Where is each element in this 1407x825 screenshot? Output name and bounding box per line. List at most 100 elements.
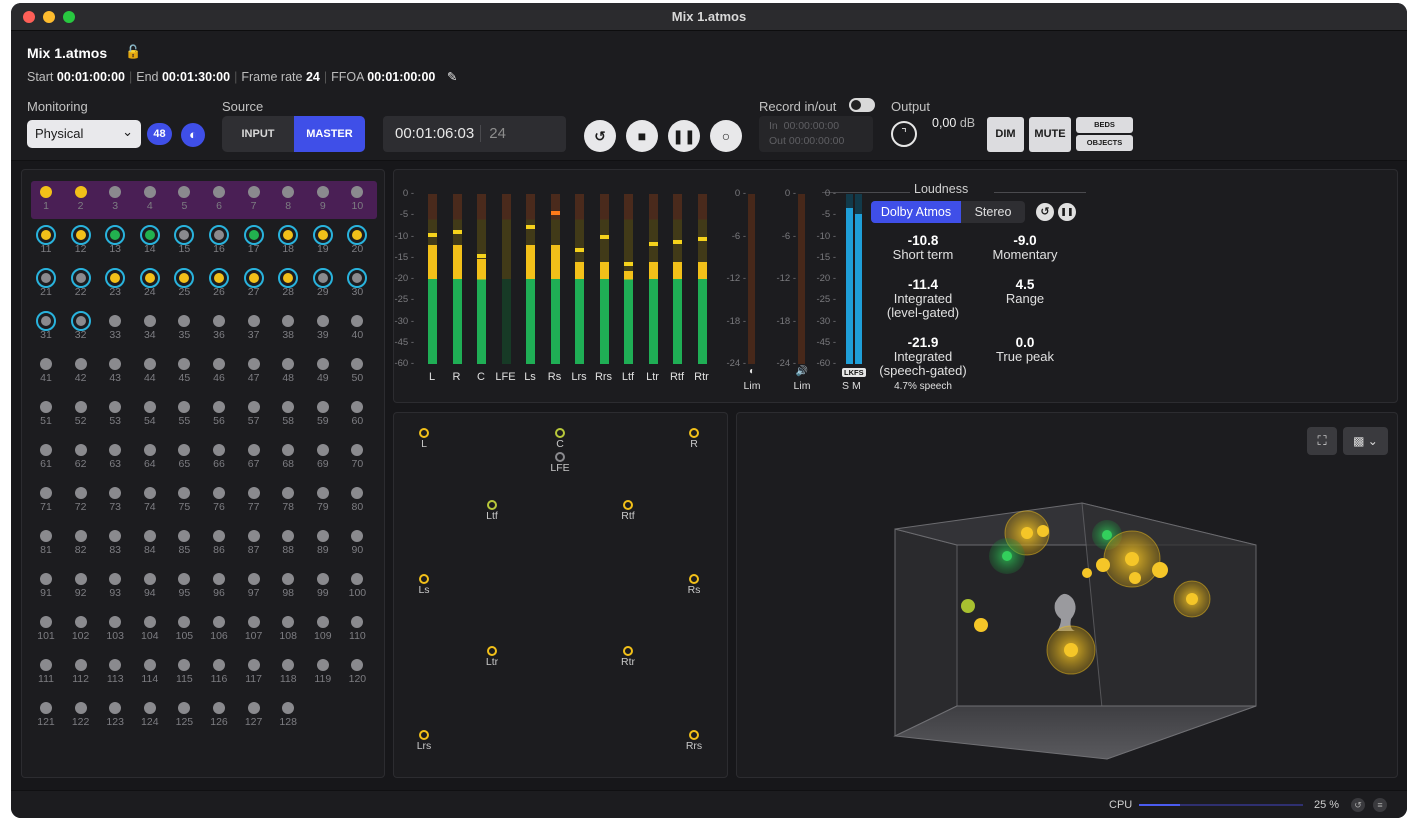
speaker-ltf[interactable]	[487, 500, 497, 510]
speaker-c[interactable]	[555, 428, 565, 438]
input-channel-23[interactable]	[105, 268, 126, 288]
input-channel-11[interactable]	[36, 225, 56, 245]
input-channel-79[interactable]	[316, 487, 329, 499]
pencil-icon[interactable]: ✎	[446, 70, 458, 84]
input-channel-94[interactable]	[143, 573, 156, 585]
pause-loudness-icon[interactable]: ❚❚	[1058, 203, 1076, 221]
input-channel-115[interactable]	[178, 659, 191, 671]
speaker-rtr[interactable]	[623, 646, 633, 656]
input-channel-106[interactable]	[213, 616, 225, 628]
input-channel-35[interactable]	[178, 315, 191, 327]
input-channel-60[interactable]	[351, 401, 364, 413]
speaker-l[interactable]	[419, 428, 429, 438]
input-channel-90[interactable]	[351, 530, 364, 542]
input-channel-43[interactable]	[109, 358, 122, 370]
input-channel-15[interactable]	[174, 225, 195, 245]
input-channel-105[interactable]	[178, 616, 191, 628]
input-channel-85[interactable]	[178, 530, 191, 542]
speaker-lrs[interactable]	[419, 730, 429, 740]
input-channel-63[interactable]	[109, 444, 122, 456]
speaker-ltr[interactable]	[487, 646, 497, 656]
input-channel-9[interactable]	[316, 186, 329, 198]
record-button[interactable]: ○	[710, 120, 742, 152]
input-channel-91[interactable]	[40, 573, 52, 585]
list-icon[interactable]: ≡	[1373, 798, 1387, 812]
input-channel-32[interactable]	[70, 311, 91, 331]
input-channel-58[interactable]	[282, 401, 295, 413]
input-channel-38[interactable]	[282, 315, 295, 327]
room-3d-scene[interactable]	[737, 413, 1399, 779]
close-window-button[interactable]	[23, 11, 35, 23]
input-channel-42[interactable]	[74, 358, 87, 370]
input-channel-36[interactable]	[213, 315, 225, 327]
input-channel-123[interactable]	[109, 702, 122, 714]
input-channel-12[interactable]	[70, 225, 91, 245]
input-channel-40[interactable]	[351, 315, 364, 327]
speaker-rs[interactable]	[689, 574, 699, 584]
input-channel-64[interactable]	[143, 444, 156, 456]
input-channel-19[interactable]	[312, 225, 333, 245]
input-channel-98[interactable]	[282, 573, 295, 585]
input-channel-74[interactable]	[143, 487, 156, 499]
input-channel-16[interactable]	[209, 225, 229, 245]
input-channel-59[interactable]	[316, 401, 329, 413]
input-channel-126[interactable]	[213, 702, 225, 714]
input-channel-82[interactable]	[74, 530, 87, 542]
input-channel-114[interactable]	[143, 659, 156, 671]
input-channel-84[interactable]	[143, 530, 156, 542]
input-channel-37[interactable]	[247, 315, 260, 327]
source-master-button[interactable]: MASTER	[294, 116, 365, 152]
input-channel-46[interactable]	[213, 358, 225, 370]
input-channel-120[interactable]	[351, 659, 364, 671]
input-channel-8[interactable]	[282, 186, 295, 198]
input-channel-66[interactable]	[213, 444, 225, 456]
input-channel-76[interactable]	[213, 487, 225, 499]
input-channel-116[interactable]	[213, 659, 225, 671]
input-channel-122[interactable]	[74, 702, 87, 714]
input-channel-39[interactable]	[316, 315, 329, 327]
timecode-display[interactable]: 00:01:06:03 24	[383, 116, 566, 152]
input-channel-117[interactable]	[247, 659, 260, 671]
input-channel-7[interactable]	[247, 186, 260, 198]
input-channel-102[interactable]	[74, 616, 87, 628]
stereo-mode-button[interactable]: Stereo	[974, 205, 1012, 219]
input-channel-100[interactable]	[351, 573, 364, 585]
input-channel-62[interactable]	[74, 444, 87, 456]
input-channel-50[interactable]	[351, 358, 364, 370]
input-channel-86[interactable]	[213, 530, 225, 542]
input-channel-22[interactable]	[70, 268, 91, 288]
link-icon[interactable]: ◐	[181, 123, 205, 147]
input-channel-18[interactable]	[278, 225, 299, 245]
speaker-rtf[interactable]	[623, 500, 633, 510]
input-channel-47[interactable]	[247, 358, 260, 370]
input-channel-71[interactable]	[40, 487, 52, 499]
history-icon[interactable]: ↺	[584, 120, 616, 152]
input-channel-2[interactable]	[74, 186, 87, 198]
input-channel-10[interactable]	[351, 186, 364, 198]
input-channel-125[interactable]	[178, 702, 191, 714]
input-channel-45[interactable]	[178, 358, 191, 370]
input-channel-81[interactable]	[40, 530, 52, 542]
input-channel-68[interactable]	[282, 444, 295, 456]
monitoring-select[interactable]: Physical ⌄	[27, 120, 141, 148]
input-channel-57[interactable]	[247, 401, 260, 413]
refresh-icon[interactable]: ↺	[1351, 798, 1365, 812]
input-channel-28[interactable]	[278, 268, 299, 288]
input-channel-113[interactable]	[109, 659, 122, 671]
input-channel-69[interactable]	[316, 444, 329, 456]
input-channel-78[interactable]	[282, 487, 295, 499]
input-channel-33[interactable]	[109, 315, 122, 327]
input-channel-17[interactable]	[243, 225, 264, 245]
view-cube-icon[interactable]: ▩ ⌄	[1343, 427, 1388, 455]
beds-button[interactable]: BEDS	[1076, 117, 1133, 133]
input-channel-96[interactable]	[213, 573, 225, 585]
fullscreen-icon[interactable]: ⛶	[1307, 427, 1337, 455]
input-channel-111[interactable]	[40, 659, 52, 671]
input-channel-34[interactable]	[143, 315, 156, 327]
input-channel-51[interactable]	[40, 401, 52, 413]
channel-count-badge[interactable]: 48	[147, 123, 172, 145]
mute-button[interactable]: MUTE	[1029, 117, 1071, 152]
input-channel-110[interactable]	[351, 616, 364, 628]
input-channel-65[interactable]	[178, 444, 191, 456]
input-channel-6[interactable]	[213, 186, 225, 198]
